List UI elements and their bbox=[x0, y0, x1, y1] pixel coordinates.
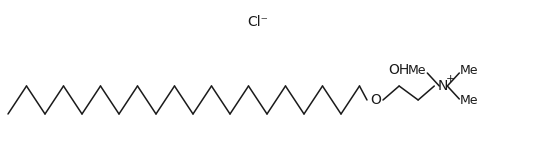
Text: N: N bbox=[438, 79, 449, 93]
Text: O: O bbox=[371, 93, 382, 107]
Text: Me: Me bbox=[460, 94, 479, 108]
Text: Me: Me bbox=[408, 64, 426, 77]
Text: Me: Me bbox=[460, 64, 479, 77]
Text: OH: OH bbox=[388, 63, 410, 77]
Text: +: + bbox=[446, 74, 455, 84]
Text: Cl⁻: Cl⁻ bbox=[248, 15, 268, 29]
